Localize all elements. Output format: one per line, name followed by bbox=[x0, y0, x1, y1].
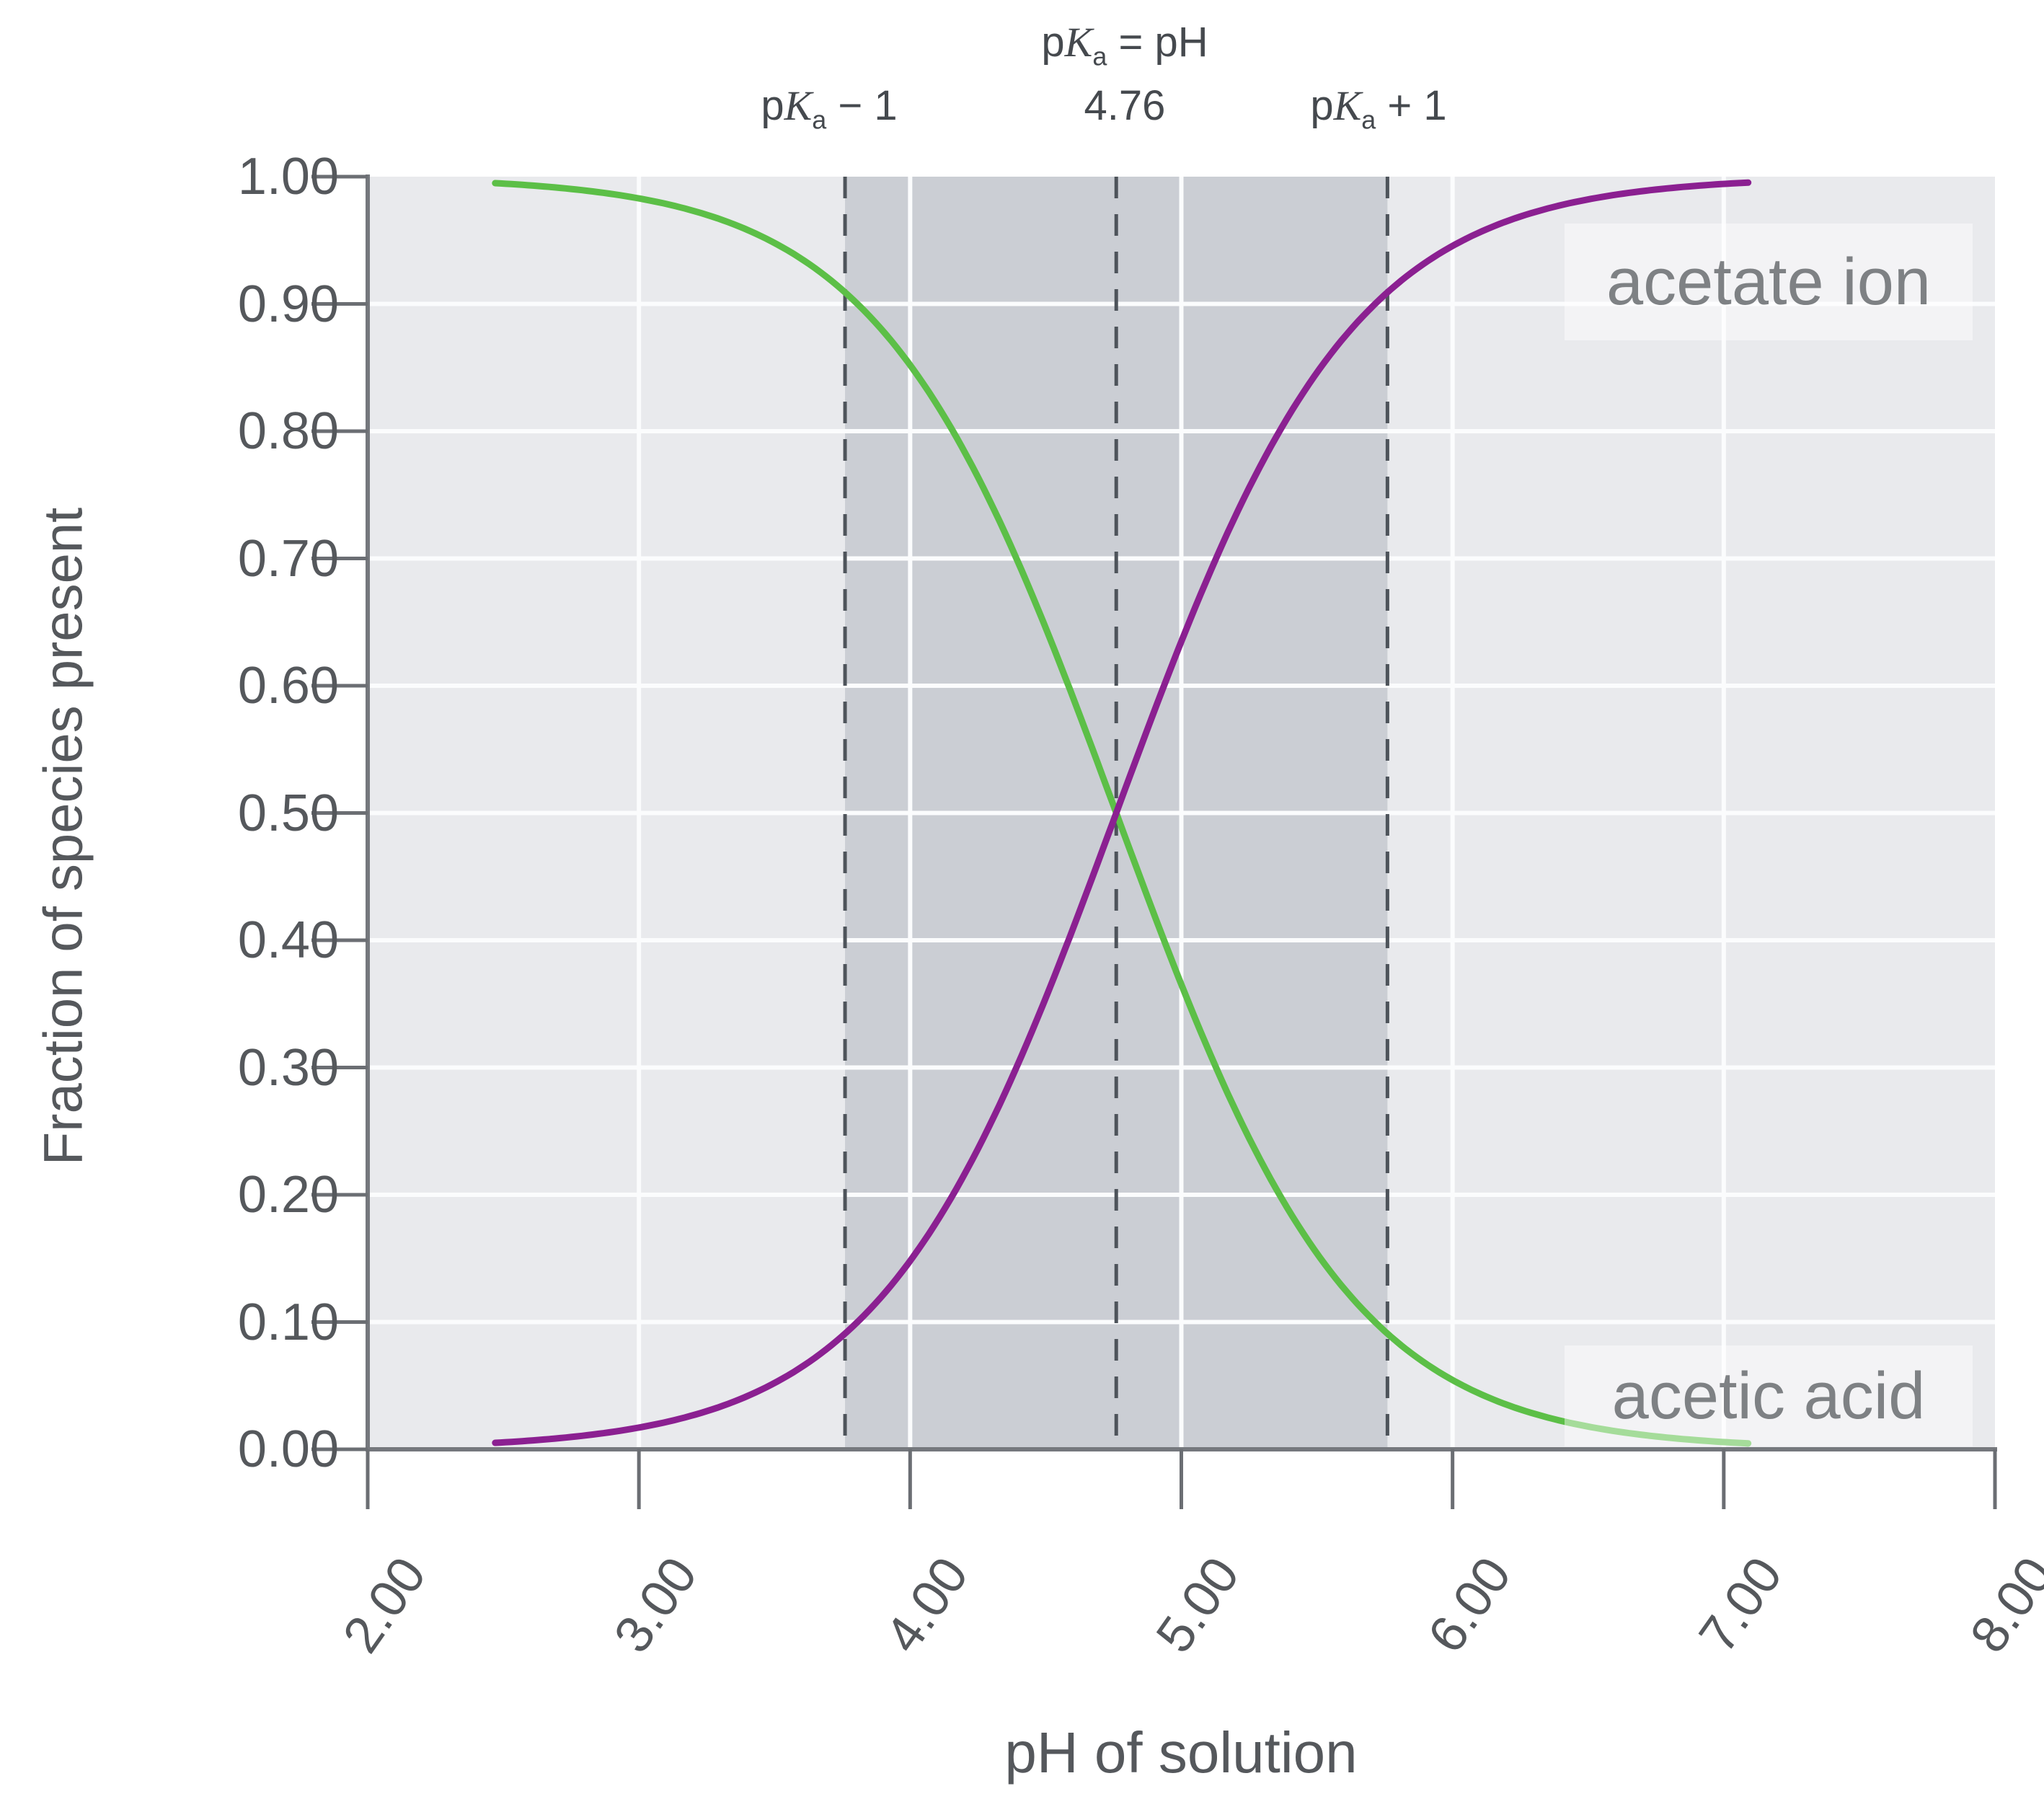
pka-value-label: 4.76 bbox=[1084, 82, 1166, 129]
pka-equals-ph-label: pKa = pH bbox=[1041, 18, 1208, 72]
pka-plus-one-p: p bbox=[1310, 82, 1334, 129]
y-tick-label: 0.90 bbox=[237, 275, 339, 333]
pka-plus-one-label: pKa + 1 bbox=[1310, 81, 1446, 136]
pka-plus-one-a: a bbox=[1361, 105, 1376, 135]
y-tick-label: 0.10 bbox=[237, 1293, 339, 1351]
ion-curve bbox=[492, 179, 1752, 1446]
x-axis-title: pH of solution bbox=[1004, 1720, 1358, 1785]
y-tick-label: 0.20 bbox=[237, 1166, 339, 1224]
y-tick-label: 1.00 bbox=[237, 148, 339, 205]
pka-equals-ph-a: a bbox=[1092, 41, 1107, 71]
pka-equals-ph-rest: = pH bbox=[1107, 19, 1208, 66]
pka-minus-one-rest: − 1 bbox=[826, 82, 898, 129]
acetic-acid-label: acetic acid bbox=[1565, 1345, 1973, 1446]
pka-minus-one-label: pKa − 1 bbox=[761, 81, 897, 136]
pka-equals-ph-K: K bbox=[1064, 19, 1093, 66]
acid-curve bbox=[492, 180, 1752, 1447]
y-tick-label: 0.60 bbox=[237, 657, 339, 715]
y-tick-label: 0.30 bbox=[237, 1038, 339, 1097]
pka-plus-one-rest: + 1 bbox=[1376, 82, 1447, 129]
y-axis-title: Fraction of species present bbox=[32, 507, 94, 1166]
y-tick-label: 0.50 bbox=[237, 784, 339, 842]
y-tick-label: 0.00 bbox=[237, 1420, 339, 1478]
pka-minus-one-K: K bbox=[784, 82, 813, 129]
acetate-ion-label: acetate ion bbox=[1565, 224, 1973, 340]
y-tick-label: 0.40 bbox=[237, 911, 339, 969]
y-tick-label: 0.80 bbox=[237, 402, 339, 460]
pka-minus-one-a: a bbox=[812, 105, 827, 135]
pka-plus-one-K: K bbox=[1333, 82, 1362, 129]
pka-minus-one-p: p bbox=[761, 82, 784, 129]
pka-equals-ph-p: p bbox=[1041, 19, 1065, 66]
y-tick-label: 0.70 bbox=[237, 529, 339, 588]
